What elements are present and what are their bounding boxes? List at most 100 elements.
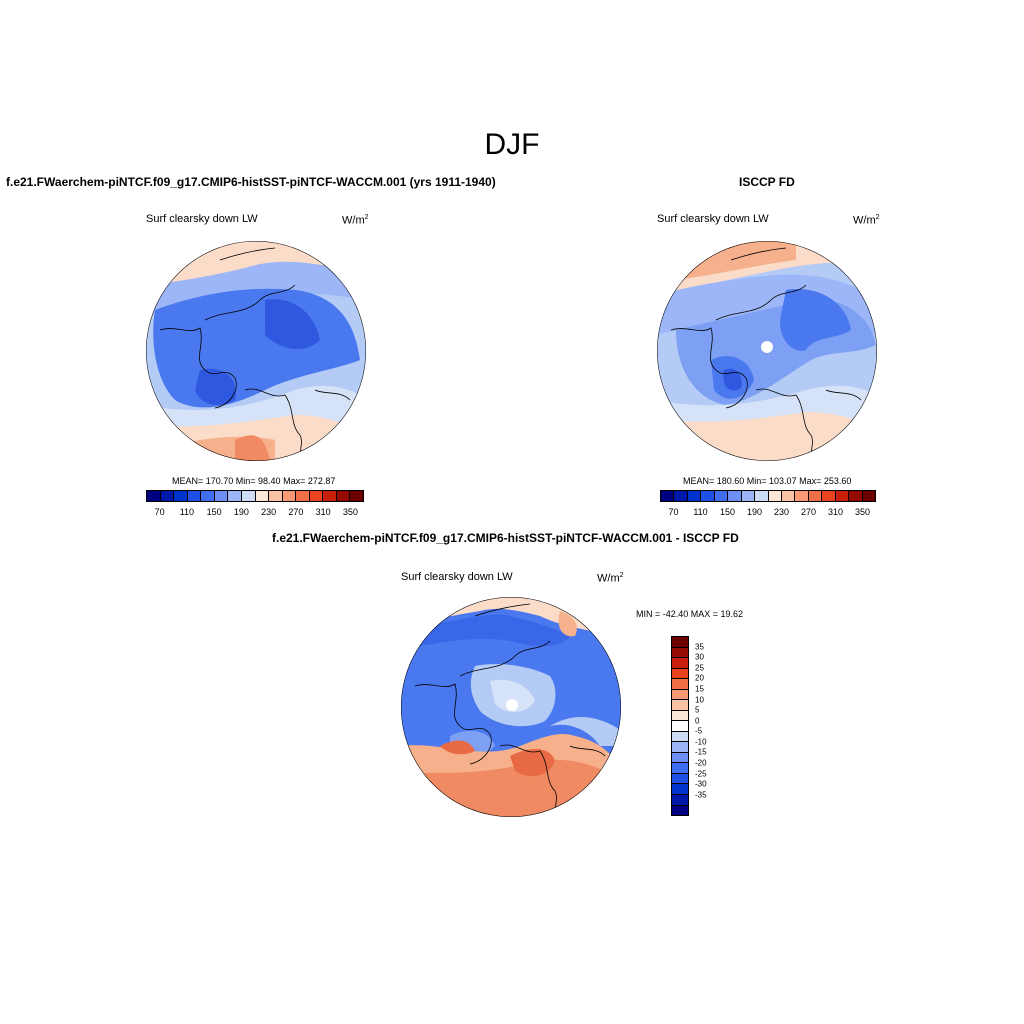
colorbar-swatch	[672, 773, 688, 785]
colorbar-tick-label: 20	[695, 673, 704, 683]
colorbar-tick-label: 190	[233, 507, 249, 517]
colorbar-tick-label: 15	[695, 684, 704, 694]
colorbar-tick-label: 230	[773, 507, 790, 517]
colorbar-tick-label: -5	[695, 726, 703, 736]
model-polar-map	[146, 241, 366, 461]
model-colorbar	[146, 490, 364, 502]
obs-variable-label: Surf clearsky down LW	[657, 213, 769, 225]
colorbar-swatch	[269, 491, 283, 501]
model-panel-title: f.e21.FWaerchem-piNTCF.f09_g17.CMIP6-his…	[6, 175, 496, 189]
colorbar-swatch	[687, 491, 702, 501]
colorbar-tick-label: 110	[179, 507, 195, 517]
colorbar-swatch	[672, 658, 688, 669]
colorbar-swatch	[701, 491, 715, 501]
colorbar-tick-label: -25	[695, 769, 707, 779]
colorbar-tick-label: -35	[695, 790, 707, 800]
colorbar-swatch	[201, 491, 215, 501]
colorbar-swatch	[241, 491, 256, 501]
colorbar-swatch	[296, 491, 310, 501]
colorbar-swatch	[672, 731, 688, 743]
colorbar-tick-label: 190	[746, 507, 763, 517]
colorbar-tick-label: 350	[342, 507, 358, 517]
colorbar-swatch	[672, 637, 688, 648]
colorbar-tick-label: 70	[668, 507, 679, 517]
colorbar-swatch	[714, 491, 729, 501]
colorbar-swatch	[336, 491, 351, 501]
colorbar-swatch	[822, 491, 836, 501]
colorbar-swatch	[849, 491, 863, 501]
obs-polar-map	[657, 241, 877, 461]
diff-stats: MIN = -42.40 MAX = 19.62	[636, 609, 744, 619]
colorbar-swatch	[862, 491, 875, 501]
colorbar-swatch	[672, 742, 688, 753]
colorbar-tick-label: -20	[695, 758, 707, 768]
colorbar-tick-label: 310	[315, 507, 331, 517]
colorbar-swatch	[672, 752, 688, 764]
colorbar-swatch	[835, 491, 850, 501]
colorbar-swatch	[672, 668, 688, 680]
colorbar-tick-label: 150	[719, 507, 736, 517]
figure-title: DJF	[484, 128, 540, 161]
colorbar-swatch	[187, 491, 202, 501]
colorbar-tick-label: -30	[695, 779, 707, 789]
colorbar-tick-label: 35	[695, 642, 704, 652]
colorbar-swatch	[674, 491, 688, 501]
colorbar-swatch	[781, 491, 796, 501]
colorbar-tick-label: 270	[800, 507, 817, 517]
colorbar-tick-label: 70	[154, 507, 165, 517]
colorbar-tick-label: -15	[695, 747, 707, 757]
colorbar-swatch	[672, 689, 688, 701]
diff-colorbar-ticks: 35 30 25 20 15 10 5 0 -5 -10 -15 -20 -25 -30 -35	[695, 636, 725, 816]
colorbar-swatch	[768, 491, 782, 501]
diff-panel-title: f.e21.FWaerchem-piNTCF.f09_g17.CMIP6-his…	[272, 531, 739, 545]
colorbar-tick-label: 110	[693, 507, 708, 517]
colorbar-swatch	[309, 491, 324, 501]
model-units-label: W/m2	[342, 214, 369, 227]
colorbar-swatch	[728, 491, 742, 501]
colorbar-swatch	[282, 491, 297, 501]
model-stats: MEAN= 170.70 Min= 98.40 Max= 272.87	[172, 476, 336, 486]
colorbar-swatch	[672, 721, 688, 732]
colorbar-tick-label: 150	[206, 507, 222, 517]
colorbar-swatch	[323, 491, 337, 501]
colorbar-swatch	[661, 491, 675, 501]
colorbar-swatch	[755, 491, 769, 501]
colorbar-swatch	[672, 679, 688, 690]
colorbar-swatch	[795, 491, 809, 501]
colorbar-tick-label: 0	[695, 716, 700, 726]
obs-panel-title: ISCCP FD	[739, 175, 795, 189]
colorbar-tick-label: 270	[288, 507, 304, 517]
diff-polar-map	[401, 597, 621, 817]
colorbar-tick-label: 25	[695, 663, 704, 673]
colorbar-tick-label: 230	[261, 507, 277, 517]
colorbar-swatch	[672, 647, 688, 659]
colorbar-swatch	[160, 491, 175, 501]
colorbar-tick-label: 5	[695, 705, 700, 715]
colorbar-swatch	[174, 491, 188, 501]
colorbar-swatch	[147, 491, 161, 501]
colorbar-swatch	[228, 491, 242, 501]
colorbar-tick-label: 10	[695, 695, 704, 705]
colorbar-swatch	[214, 491, 229, 501]
colorbar-swatch	[672, 763, 688, 774]
model-variable-label: Surf clearsky down LW	[146, 213, 258, 225]
diff-units-label: W/m2	[597, 572, 624, 585]
colorbar-swatch	[255, 491, 270, 501]
colorbar-swatch	[672, 700, 688, 711]
obs-units-label: W/m2	[853, 214, 880, 227]
colorbar-swatch	[672, 805, 688, 816]
obs-colorbar	[660, 490, 876, 502]
colorbar-swatch	[808, 491, 823, 501]
diff-variable-label: Surf clearsky down LW	[401, 571, 513, 583]
colorbar-swatch	[672, 784, 688, 795]
colorbar-tick-label: 310	[827, 507, 844, 517]
diff-colorbar	[671, 636, 689, 816]
obs-stats: MEAN= 180.60 Min= 103.07 Max= 253.60	[683, 476, 852, 486]
colorbar-swatch	[672, 794, 688, 806]
colorbar-tick-label: 30	[695, 652, 704, 662]
colorbar-swatch	[741, 491, 756, 501]
colorbar-swatch	[350, 491, 363, 501]
colorbar-swatch	[672, 710, 688, 722]
colorbar-tick-label: -10	[695, 737, 707, 747]
colorbar-tick-label: 350	[854, 507, 871, 517]
